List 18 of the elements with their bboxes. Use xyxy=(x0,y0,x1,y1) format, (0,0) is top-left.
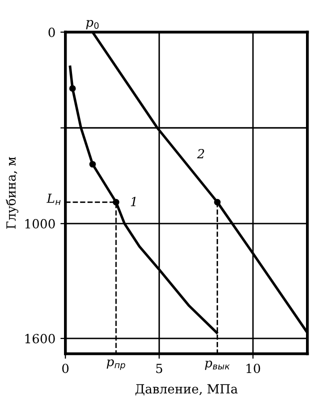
series-label: 1 xyxy=(130,196,136,206)
x-axis-title: Давление, МПа xyxy=(135,384,238,396)
point xyxy=(214,198,221,206)
point xyxy=(69,85,76,92)
point xyxy=(89,160,96,168)
y-tick-label: 1000 xyxy=(25,219,55,229)
annotation: L$_{н}$ xyxy=(46,194,61,205)
annotation: p$_{пр}$ xyxy=(106,359,126,370)
y-tick-label: 1600 xyxy=(25,334,55,344)
point xyxy=(112,198,120,206)
series-label: 2 xyxy=(197,148,204,158)
y-axis-title: Глубина, м xyxy=(6,156,18,229)
y-tick-label: 0 xyxy=(48,28,55,38)
x-tick-label: 5 xyxy=(156,364,162,374)
x-tick-label: 0 xyxy=(62,364,69,374)
annotation: p$_{0}$ xyxy=(86,20,99,30)
annotation: p$_{вык}$ xyxy=(204,360,230,370)
x-tick-label: 10 xyxy=(246,364,260,374)
